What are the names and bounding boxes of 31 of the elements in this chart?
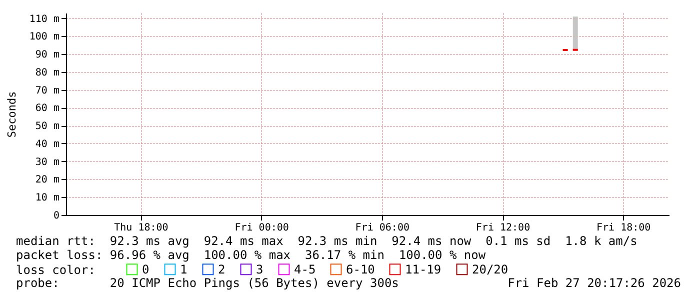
y-tick-label: 20 m bbox=[35, 174, 60, 186]
y-tick-label: 90 m bbox=[35, 50, 60, 61]
legend-label: 6-10 bbox=[346, 262, 375, 276]
y-tick-label: 80 m bbox=[35, 67, 60, 78]
y-tick-label: 0 bbox=[53, 210, 60, 222]
legend-label: 0 bbox=[142, 262, 150, 276]
text: probe: 20 ICMP Echo Pings (56 Bytes) every 300s bbox=[16, 276, 399, 290]
y-tick-label: 100 m bbox=[29, 32, 60, 43]
y-tick-label: 110 m bbox=[29, 14, 60, 25]
legend-label: 4-5 bbox=[294, 262, 316, 276]
x-tick-label: Fri 00:00 bbox=[234, 222, 289, 234]
y-tick-label: 40 m bbox=[35, 138, 60, 150]
x-tick-label: Fri 06:00 bbox=[355, 222, 410, 234]
x-tick-label: Fri 18:00 bbox=[596, 222, 651, 234]
x-tick-label: Fri 12:00 bbox=[476, 222, 530, 234]
legend-label: 3 bbox=[256, 262, 264, 276]
legend-label: 11-19 bbox=[405, 262, 442, 276]
y-tick-label: 10 m bbox=[35, 192, 60, 204]
legend-title: loss color: bbox=[16, 263, 96, 277]
y-tick-label: 70 m bbox=[35, 85, 60, 96]
x-tick-label: Thu 18:00 bbox=[114, 222, 168, 234]
legend-label: 1 bbox=[180, 262, 188, 276]
legend-label: 20/20 bbox=[472, 262, 508, 276]
y-axis-title: Seconds bbox=[5, 91, 18, 138]
legend-label: 2 bbox=[218, 262, 226, 276]
text: median rtt: 92.3 ms avg 92.4 ms max 92.3 ms min 92.4 ms now 0.1 ms sd 1.8 k am/s bbox=[16, 234, 638, 248]
text: packet loss: 96.96 % avg 100.00 % max 36.17 % min 100.00 % now bbox=[16, 248, 486, 262]
y-tick-label: 30 m bbox=[35, 156, 60, 168]
text: Fri Feb 27 20:17:26 2026 bbox=[508, 276, 681, 290]
y-tick-label: 60 m bbox=[35, 103, 60, 114]
y-tick-label: 50 m bbox=[35, 121, 60, 132]
